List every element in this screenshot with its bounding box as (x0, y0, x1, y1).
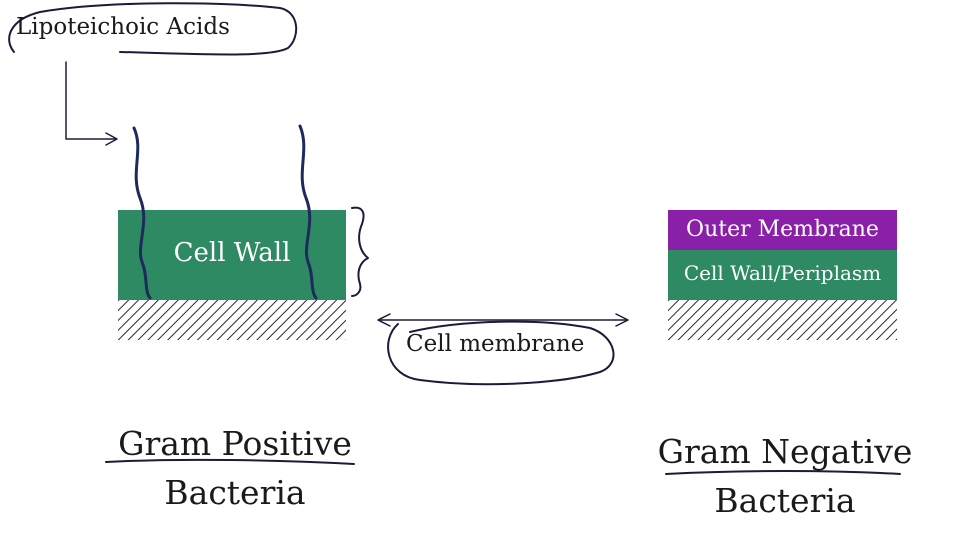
gram-positive-underline (105, 458, 355, 465)
gram-negative-outer-membrane-label: Outer Membrane (686, 217, 879, 242)
gram-positive-cell-membrane (118, 300, 346, 340)
lipoteichoic-acid-strand-left (132, 126, 152, 300)
gram-positive-cell-wall-label: Cell Wall (173, 238, 291, 268)
gram-negative-subtitle: Bacteria (714, 481, 856, 520)
cell-wall-bracket (351, 206, 369, 297)
gram-negative-underline (665, 470, 901, 475)
gram-negative-cell-membrane (668, 300, 897, 340)
lipoteichoic-acid-strand-right (298, 124, 318, 300)
gram-negative-cell-wall-label: Cell Wall/Periplasm (683, 261, 882, 285)
cell-membrane-circle (387, 320, 615, 386)
gram-positive-title: Gram Positive (118, 424, 352, 463)
lipoteichoic-circle (8, 2, 298, 56)
gram-positive-subtitle: Bacteria (164, 473, 306, 512)
gram-negative-cell-wall (668, 250, 897, 300)
cell-membrane-label: Cell membrane (406, 331, 585, 357)
lipoteichoic-arrowhead (105, 132, 118, 146)
membrane-arrowhead-right (615, 313, 629, 327)
gram-negative-outer-membrane (668, 210, 897, 250)
lipoteichoic-acids-label: Lipoteichoic Acids (16, 14, 230, 40)
lipoteichoic-arrow (65, 61, 117, 140)
gram-negative-title: Gram Negative (657, 432, 913, 471)
membrane-arrowhead-left (377, 313, 391, 327)
